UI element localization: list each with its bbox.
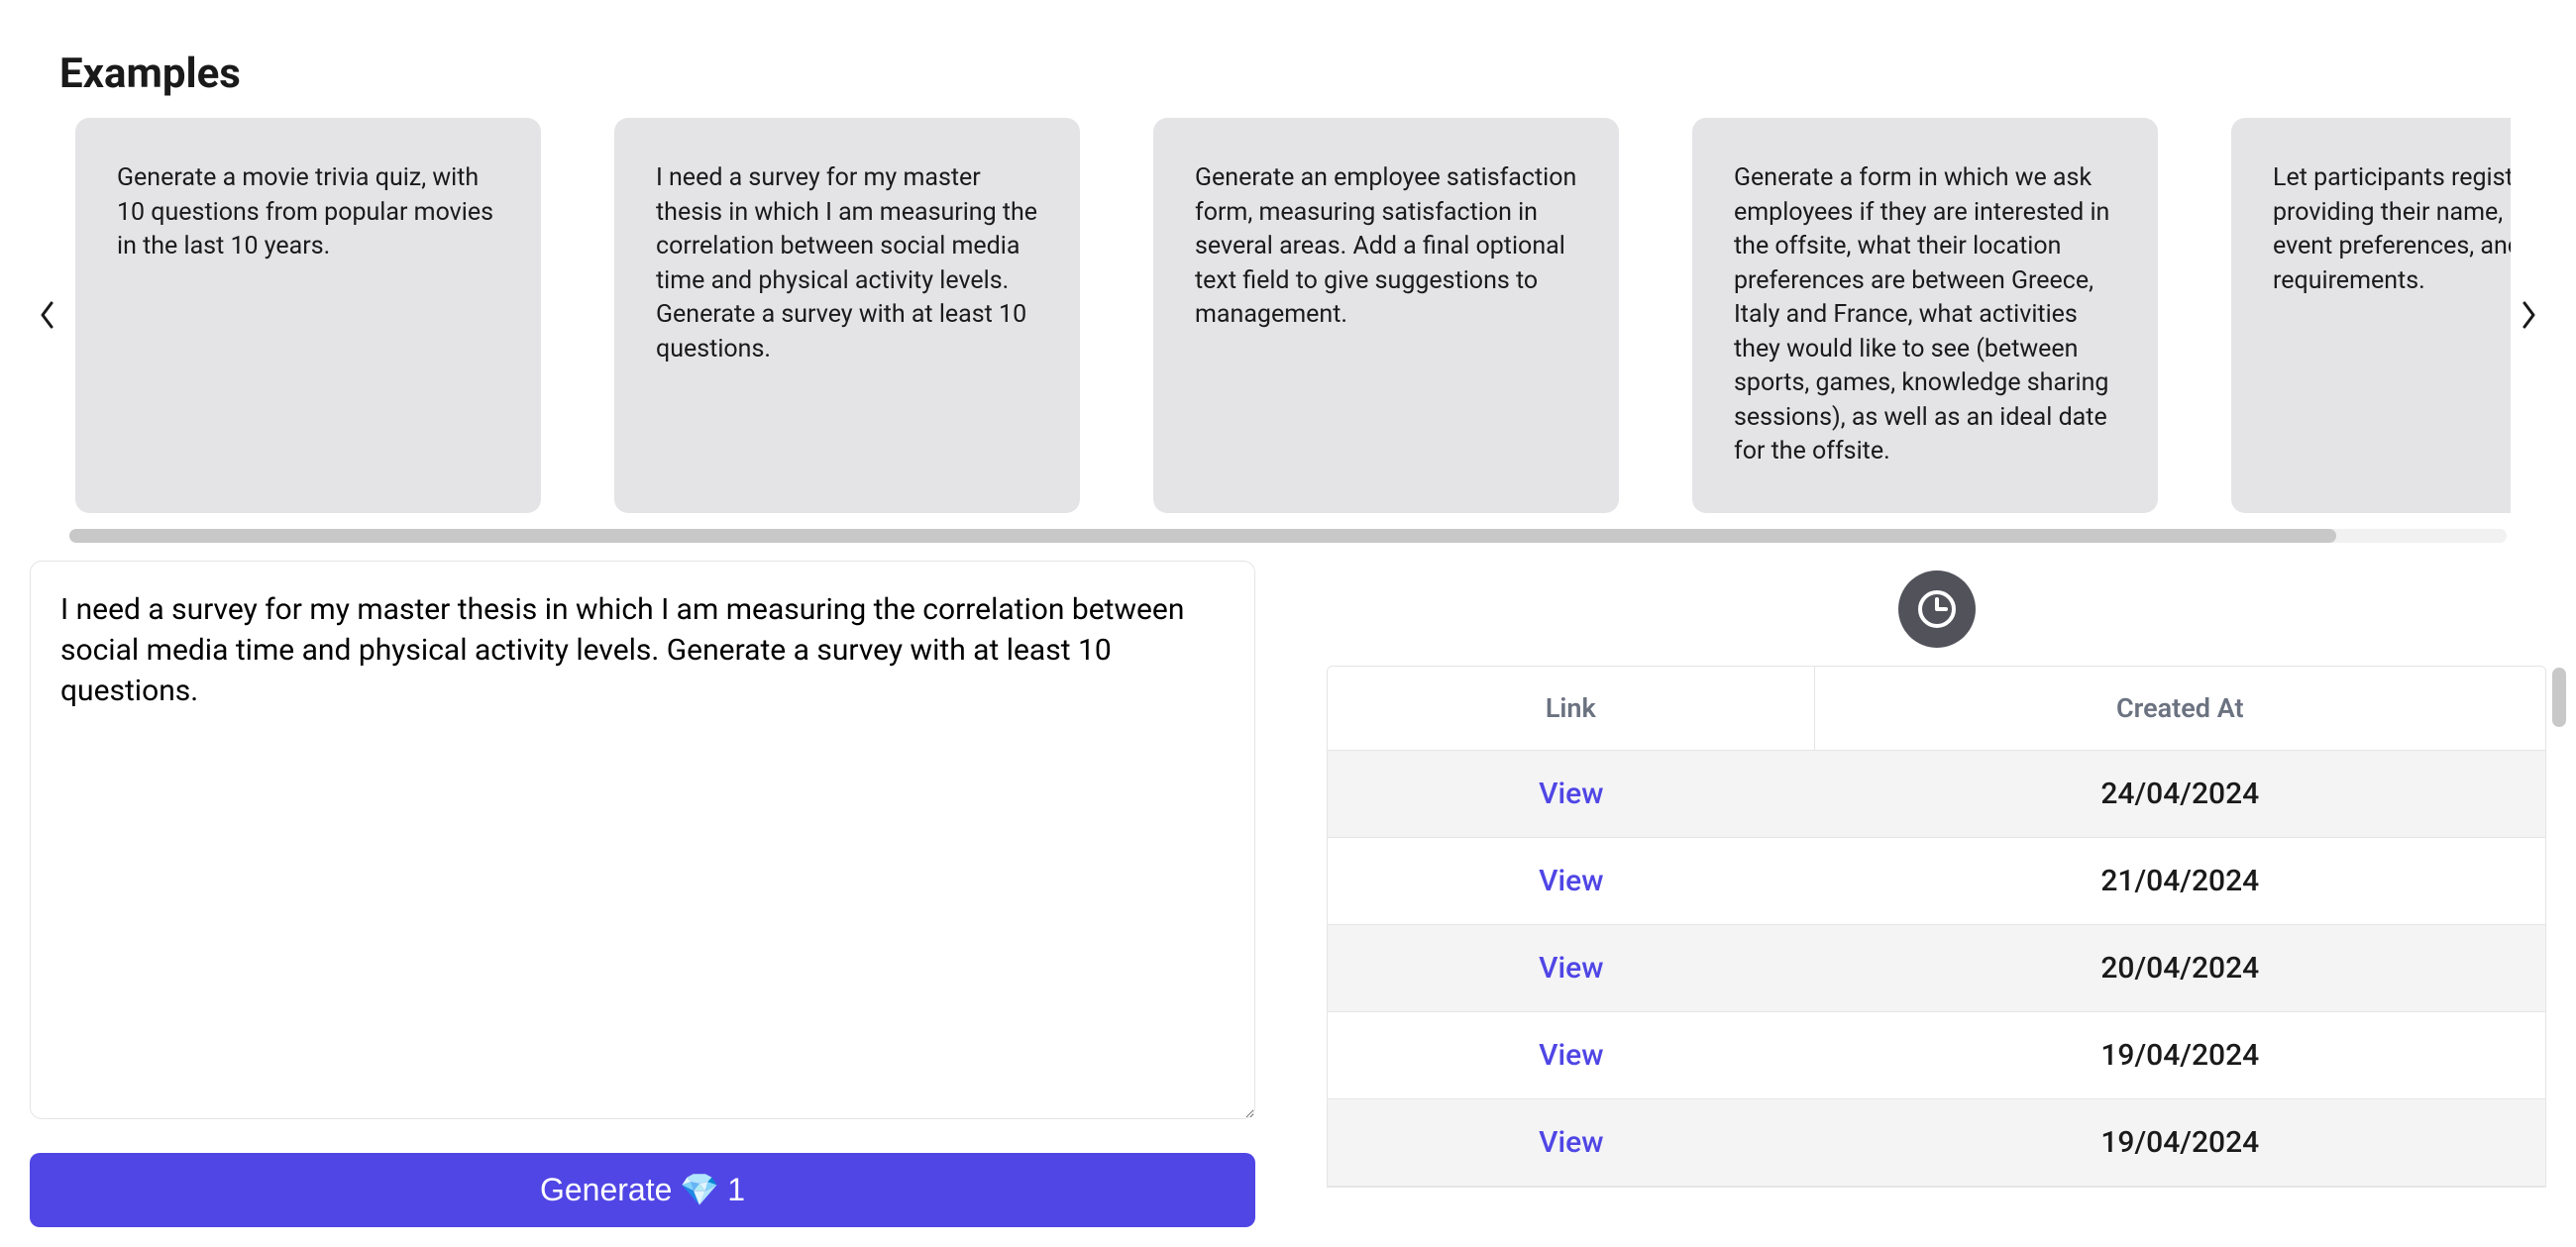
- example-card-text: Generate an employee satisfaction form, …: [1195, 161, 1577, 333]
- history-table: Link Created At View 24/04/2024 View 21/04/…: [1327, 666, 2546, 1188]
- examples-heading: Examples: [59, 50, 2546, 98]
- examples-carousel: Generate a movie trivia quiz, with 10 qu…: [30, 118, 2546, 513]
- created-at-cell: 20/04/2024: [1815, 925, 2545, 1011]
- example-card[interactable]: Generate a movie trivia quiz, with 10 qu…: [75, 118, 541, 513]
- example-card-text: Generate a form in which we ask employee…: [1734, 161, 2116, 469]
- table-header: Link Created At: [1328, 667, 2545, 751]
- created-at-cell: 19/04/2024: [1815, 1099, 2545, 1186]
- table-row: View 20/04/2024: [1328, 925, 2545, 1012]
- table-row: View 19/04/2024: [1328, 1012, 2545, 1099]
- example-card[interactable]: Let participants register by providing t…: [2231, 118, 2511, 513]
- example-card-text: I need a survey for my master thesis in …: [656, 161, 1038, 366]
- prompt-input[interactable]: [30, 561, 1255, 1119]
- view-link[interactable]: View: [1539, 951, 1603, 986]
- clock-icon: [1898, 571, 1976, 648]
- table-row: View 19/04/2024: [1328, 1099, 2545, 1187]
- example-card[interactable]: I need a survey for my master thesis in …: [614, 118, 1080, 513]
- example-card-text: Generate a movie trivia quiz, with 10 qu…: [117, 161, 499, 264]
- created-at-cell: 24/04/2024: [1815, 751, 2545, 837]
- view-link[interactable]: View: [1539, 1038, 1603, 1073]
- column-header-created: Created At: [1815, 667, 2545, 750]
- example-card[interactable]: Generate an employee satisfaction form, …: [1153, 118, 1619, 513]
- carousel-scrollbar[interactable]: [69, 529, 2507, 543]
- chevron-right-icon[interactable]: [2511, 297, 2546, 333]
- carousel-scrollbar-thumb[interactable]: [69, 529, 2336, 543]
- history-scrollbar-thumb[interactable]: [2552, 668, 2566, 727]
- example-card-text: Let participants register by providing t…: [2273, 161, 2511, 298]
- view-link[interactable]: View: [1539, 864, 1603, 898]
- column-header-link: Link: [1328, 667, 1815, 750]
- table-row: View 21/04/2024: [1328, 838, 2545, 925]
- example-card[interactable]: Generate a form in which we ask employee…: [1692, 118, 2158, 513]
- generate-button-label: Generate: [540, 1172, 672, 1208]
- created-at-cell: 19/04/2024: [1815, 1012, 2545, 1098]
- created-at-cell: 21/04/2024: [1815, 838, 2545, 924]
- table-row: View 24/04/2024: [1328, 751, 2545, 838]
- generate-button[interactable]: Generate 💎 1: [30, 1153, 1255, 1227]
- view-link[interactable]: View: [1539, 777, 1603, 811]
- generate-cost: 1: [727, 1172, 745, 1208]
- chevron-left-icon[interactable]: [30, 297, 65, 333]
- view-link[interactable]: View: [1539, 1125, 1603, 1160]
- gem-icon: 💎: [680, 1171, 719, 1208]
